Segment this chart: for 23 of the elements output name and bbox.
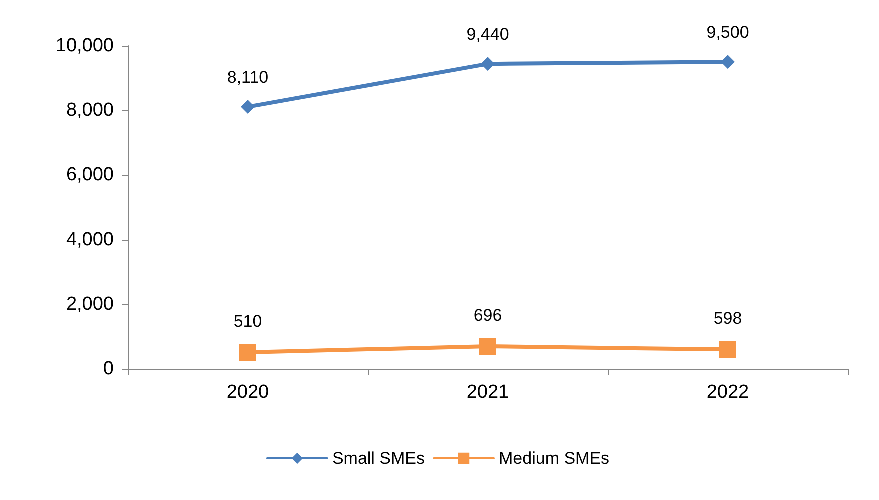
y-tick-label: 4,000 xyxy=(66,229,114,250)
data-label: 510 xyxy=(234,312,262,332)
x-tick-label: 2022 xyxy=(706,382,750,403)
point xyxy=(241,100,255,114)
y-tick-label: 2,000 xyxy=(66,294,114,315)
legend-label: Small SMEs xyxy=(332,449,426,468)
point xyxy=(721,55,735,70)
data-label: 8,110 xyxy=(227,68,269,88)
data-label: 9,440 xyxy=(466,25,510,44)
x-tick-label: 2020 xyxy=(226,382,270,403)
y-tick-label: 6,000 xyxy=(66,164,114,186)
y-tick-label: 0 xyxy=(103,358,114,380)
point xyxy=(480,338,496,356)
x-tick-label: 2021 xyxy=(466,382,510,403)
point xyxy=(240,344,256,362)
y-tick-label: 8,000 xyxy=(66,100,114,122)
point xyxy=(481,57,495,72)
data-label: 9,500 xyxy=(706,23,750,42)
legend-label: Medium SMEs xyxy=(499,449,610,468)
data-label: 598 xyxy=(714,309,742,328)
data-label: 696 xyxy=(474,306,502,326)
y-tick-label: 10,000 xyxy=(56,36,114,56)
point xyxy=(720,341,736,358)
